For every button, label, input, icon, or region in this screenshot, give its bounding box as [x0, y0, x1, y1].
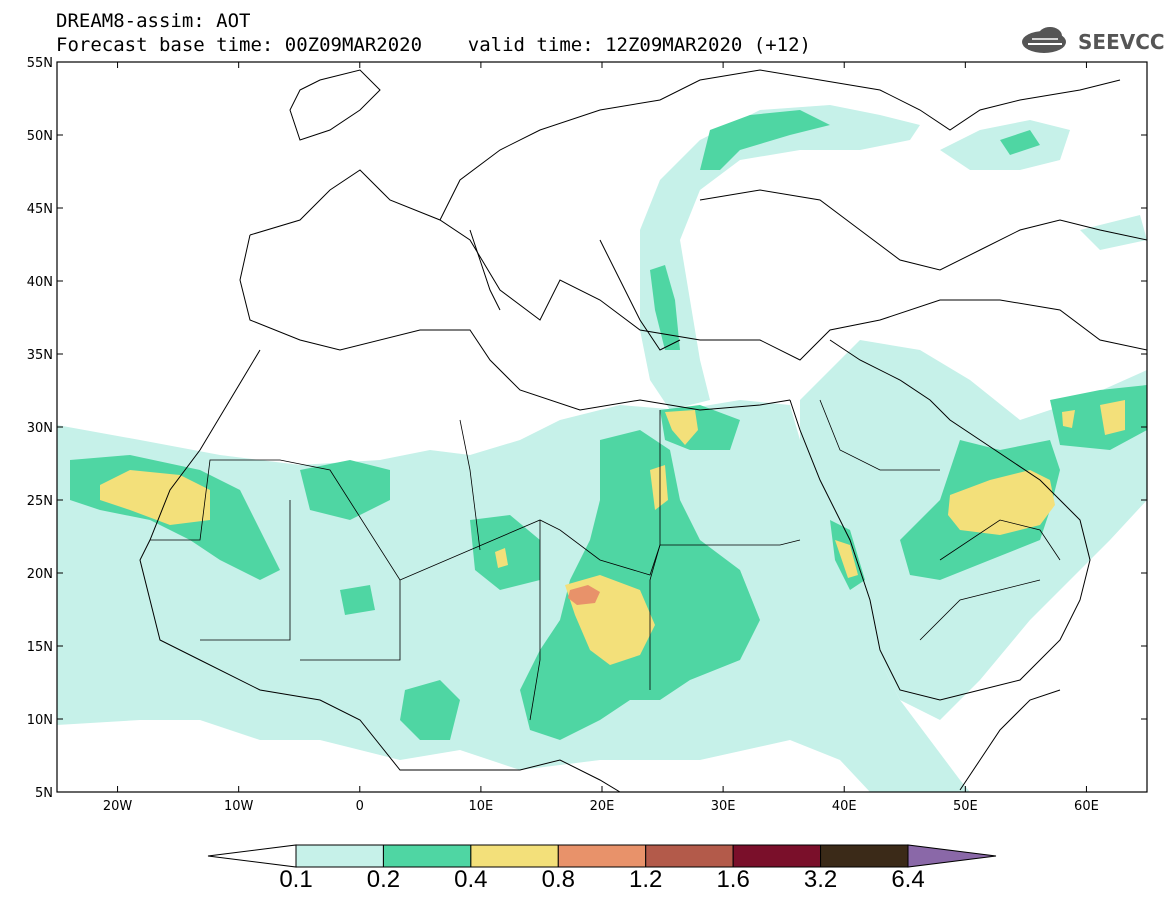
colorbar: [207, 844, 997, 868]
colorbar-level-label: 0.1: [279, 866, 313, 893]
lon-tick-label: 60E: [1074, 799, 1099, 814]
colorbar-level-label: 0.8: [541, 866, 575, 893]
lat-tick-label: 35N: [27, 348, 53, 363]
colorbar-level-label: 1.6: [716, 866, 750, 893]
lat-tick-label: 20N: [27, 567, 53, 582]
colorbar-cell: [295, 844, 384, 868]
seevccc-logo: [1022, 27, 1066, 53]
lat-tick-label: 40N: [27, 275, 53, 290]
lon-tick-label: 10W: [224, 799, 254, 814]
country-borders: [150, 399, 1061, 721]
lon-tick-label: 40E: [832, 799, 857, 814]
colorbar-cell: [382, 844, 472, 868]
lon-tick-label: 10E: [469, 799, 494, 814]
colorbar-level-label: 1.2: [629, 866, 663, 893]
lat-tick-label: 55N: [27, 56, 53, 71]
colorbar-cell: [470, 844, 559, 868]
lat-tick-label: 25N: [27, 494, 53, 509]
colorbar-level-label: 0.4: [454, 866, 488, 893]
colorbar-above-triangle: [907, 844, 997, 868]
colorbar-cell: [820, 844, 909, 868]
colorbar-below-triangle: [207, 844, 297, 868]
lon-tick-label: 20W: [103, 799, 133, 814]
lat-tick-label: 45N: [27, 202, 53, 217]
latitude-axis: 55N 50N 45N 40N 35N 30N 25N 20N 15N 10N 5N: [27, 56, 1147, 801]
lat-tick-label: 5N: [35, 786, 53, 801]
colorbar-cell: [645, 844, 734, 868]
lon-tick-label: 20E: [590, 799, 615, 814]
lat-tick-label: 30N: [27, 421, 53, 436]
aot-fields: [57, 69, 1147, 792]
lat-tick-label: 15N: [27, 640, 53, 655]
colorbar-level-label: 0.2: [366, 866, 401, 893]
colorbar-level-label: 3.2: [803, 866, 838, 893]
colorbar-level-label: 6.4: [891, 866, 925, 893]
aot-band-0.8-1.2: [568, 585, 600, 605]
lon-tick-label: 50E: [953, 799, 978, 814]
lat-tick-label: 50N: [27, 129, 53, 144]
coastlines: [139, 69, 1147, 792]
logo-text: SEEVCCC: [1078, 30, 1165, 54]
colorbar-cell: [732, 844, 822, 868]
lon-tick-label: 0: [356, 799, 364, 814]
chart-title: DREAM8-assim: AOT: [56, 10, 251, 32]
colorbar-cell: [557, 844, 647, 868]
cloud-icon: [1022, 27, 1066, 53]
forecast-time-line: Forecast base time: 00Z09MAR2020 valid t…: [56, 34, 811, 56]
longitude-axis: 20W 10W 0 10E 20E 30E 40E 50E 60E: [103, 62, 1099, 814]
lon-tick-label: 30E: [711, 799, 736, 814]
lat-tick-label: 10N: [27, 713, 53, 728]
